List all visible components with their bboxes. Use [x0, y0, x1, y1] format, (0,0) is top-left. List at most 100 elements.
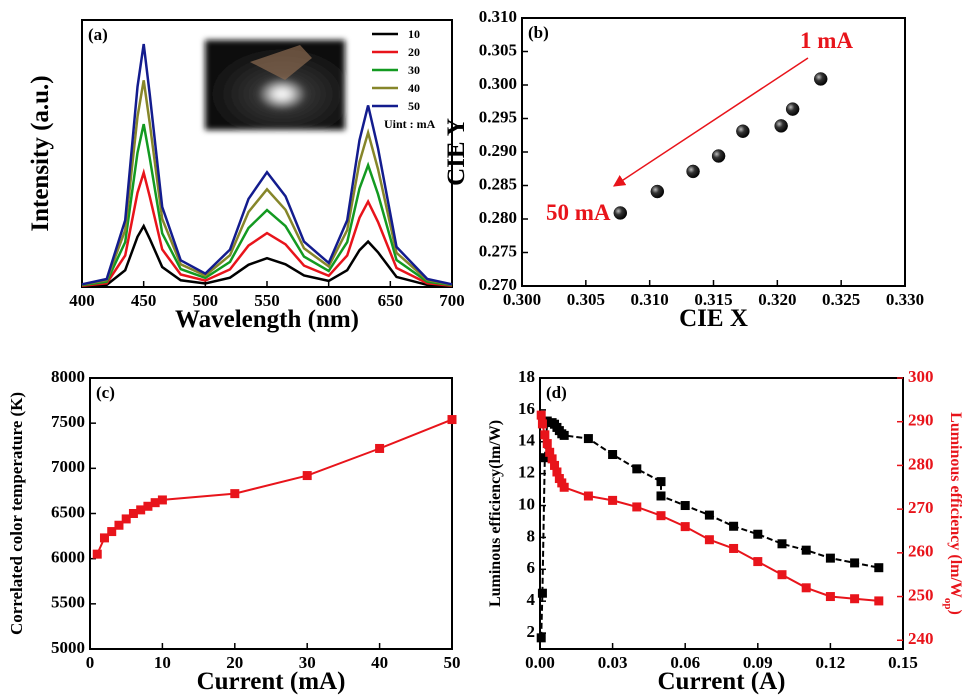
y-tick-label: 0.275 [479, 241, 517, 260]
series-line [81, 168, 453, 287]
x-axis-title: CIE X [679, 305, 748, 332]
panel-label: (b) [528, 23, 549, 42]
marker [850, 594, 860, 604]
y2-tick-label: 240 [908, 629, 934, 648]
marker [874, 563, 884, 573]
y2-axis-title-part: op [942, 598, 954, 610]
y2-axis-title: Luminous efficiency (lm/Wop) [942, 412, 964, 615]
marker [547, 454, 557, 464]
marker [302, 471, 312, 481]
series-line [81, 43, 453, 286]
marker [704, 510, 714, 520]
point [774, 119, 788, 133]
series-line [540, 419, 879, 638]
marker [753, 557, 763, 567]
y2-tick-label: 260 [908, 542, 934, 561]
x-tick-label: 50 [444, 653, 461, 672]
y-tick-label: 0.310 [479, 7, 517, 26]
marker [157, 495, 167, 505]
marker [92, 549, 102, 559]
point [613, 206, 628, 220]
x-tick-label: 0.300 [503, 290, 541, 309]
marker [545, 447, 555, 457]
y-tick-label: 0.285 [479, 174, 517, 193]
series-line [81, 123, 453, 287]
marker [559, 482, 569, 492]
marker [536, 410, 546, 420]
marker [552, 467, 562, 477]
x-tick-label: 0.325 [822, 290, 860, 309]
marker [680, 522, 690, 532]
y-tick-label: 7000 [51, 457, 85, 476]
marker [777, 539, 787, 549]
marker [656, 511, 666, 521]
x-tick-label: 0.305 [567, 290, 605, 309]
marker [850, 558, 860, 568]
marker [537, 588, 547, 598]
y-tick-label: 12 [518, 463, 535, 482]
y2-axis-title-part: Luminous efficiency (lm/W [947, 412, 964, 598]
annotation: 1 mA [800, 28, 853, 53]
arrow [612, 57, 809, 187]
marker [375, 443, 385, 453]
inset-photo-detail [250, 45, 312, 80]
marker [632, 502, 642, 512]
x-tick-label: 600 [316, 291, 342, 310]
y-tick-label: 8000 [51, 367, 85, 386]
y-tick-label: 0.295 [479, 107, 517, 126]
y-tick-label: 7500 [51, 412, 85, 431]
marker [143, 501, 153, 511]
plot-frame [539, 377, 904, 650]
marker [656, 491, 666, 501]
y-tick-label: 4 [527, 590, 536, 609]
marker [540, 453, 550, 463]
marker [150, 498, 160, 508]
x-tick-label: 0.320 [758, 290, 796, 309]
marker [801, 583, 811, 593]
y2-tick-label: 270 [908, 498, 934, 517]
legend-label: 40 [408, 81, 420, 95]
x-tick-label: 700 [439, 291, 465, 310]
x-tick-label: 500 [193, 291, 219, 310]
x-axis-title: Current (A) [658, 668, 786, 695]
y-tick-label: 5500 [51, 593, 85, 612]
y-axis-title: Correlated color temperature (K) [7, 392, 26, 635]
series-line [81, 80, 453, 286]
marker [447, 415, 457, 425]
y-tick-label: 5000 [51, 638, 85, 657]
y2-axis-title-part: ) [947, 610, 964, 615]
marker [128, 509, 138, 518]
panel-label: (a) [88, 25, 108, 44]
y2-tick-label: 250 [908, 585, 934, 604]
y-tick-label: 6500 [51, 502, 85, 521]
marker [656, 477, 666, 487]
x-tick-label: 0.06 [670, 653, 700, 672]
marker [583, 491, 593, 501]
y-axis-title: CIE Y [443, 118, 470, 186]
marker [537, 419, 547, 429]
marker [559, 430, 569, 440]
point [813, 72, 828, 86]
marker [825, 592, 835, 602]
x-tick-label: 0.03 [598, 653, 628, 672]
x-tick-label: 450 [131, 291, 157, 310]
y-tick-label: 10 [518, 494, 535, 513]
y-tick-label: 0.280 [479, 208, 517, 227]
marker [608, 495, 618, 505]
x-tick-label: 20 [226, 653, 243, 672]
x-tick-label: 10 [154, 653, 171, 672]
marker [729, 543, 739, 553]
marker [542, 439, 552, 449]
legend-label: 20 [408, 45, 420, 59]
x-tick-label: 0.09 [743, 653, 773, 672]
x-tick-label: 0.330 [886, 290, 924, 309]
marker [874, 596, 884, 606]
x-axis-title: Wavelength (nm) [175, 306, 359, 333]
y-tick-label: 0.270 [479, 275, 517, 294]
point [785, 102, 800, 116]
annotation: 50 mA [546, 200, 611, 225]
marker [729, 521, 739, 531]
x-tick-label: 0.00 [525, 653, 555, 672]
y-tick-label: 14 [518, 431, 536, 450]
